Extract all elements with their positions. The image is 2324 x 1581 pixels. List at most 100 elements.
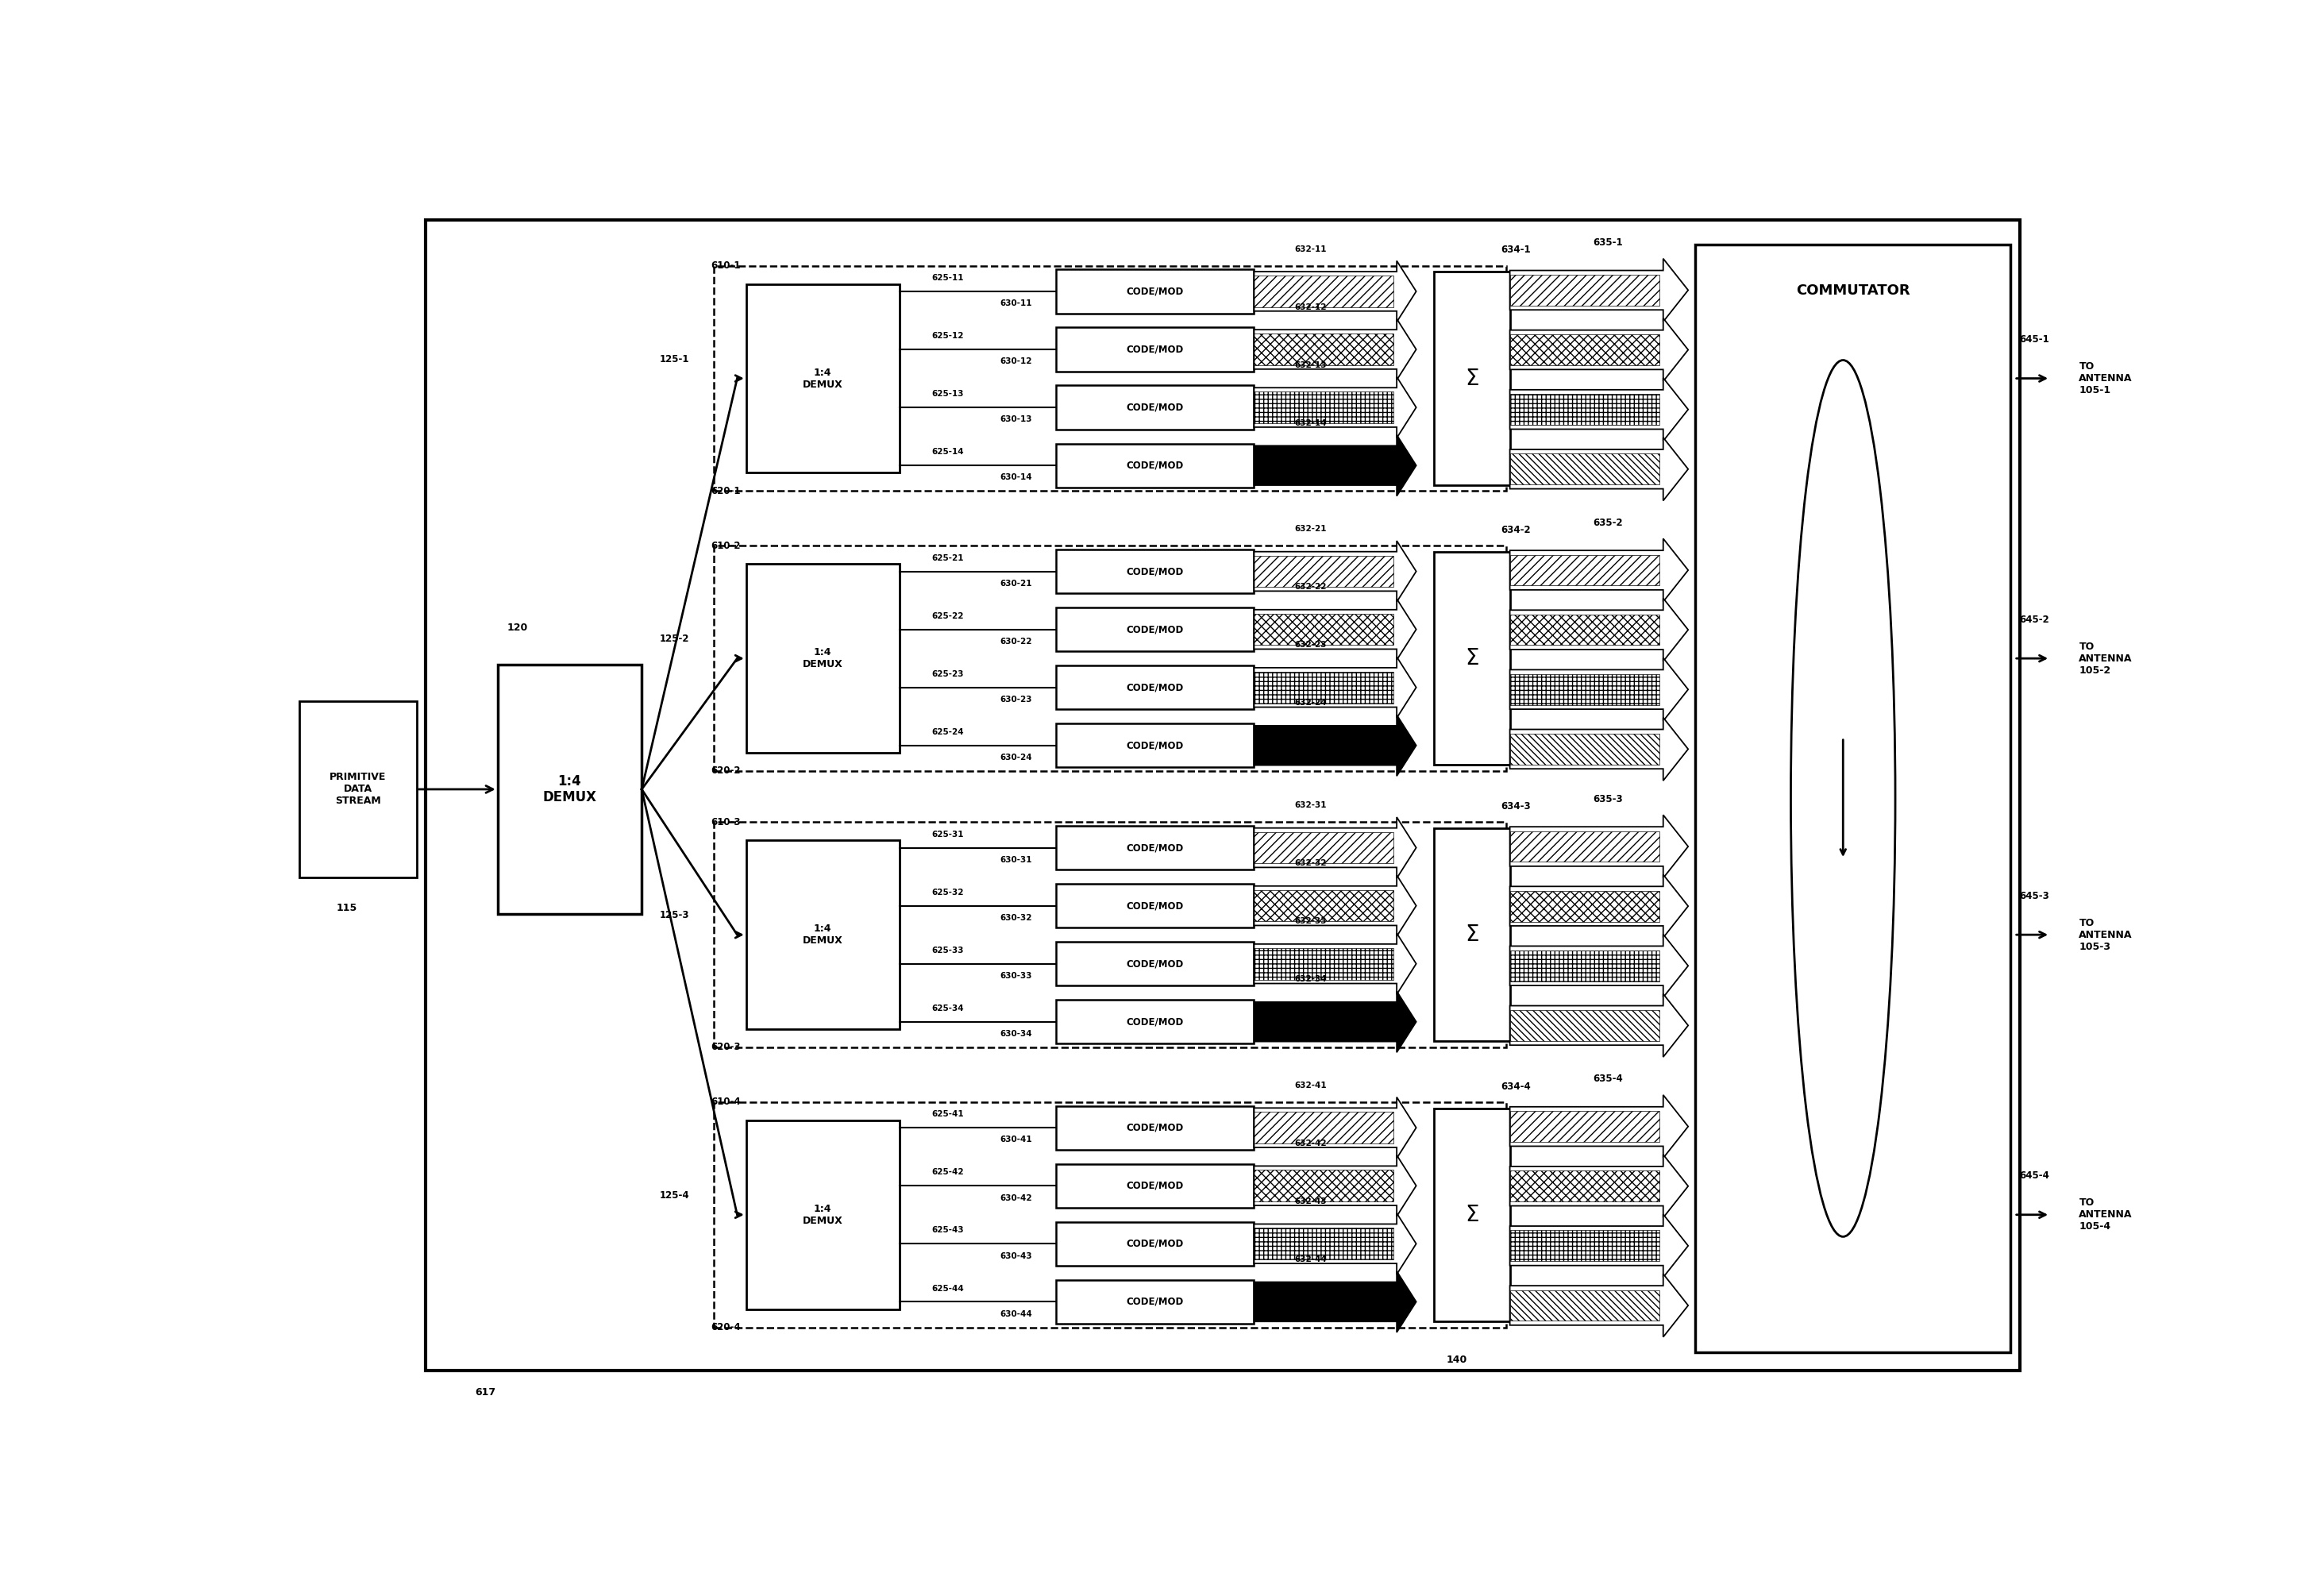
Text: 115: 115 [337,903,358,914]
Text: 632-41: 632-41 [1294,1081,1327,1089]
Text: TO
ANTENNA
105-1: TO ANTENNA 105-1 [2080,362,2133,395]
Bar [1055,269,1255,313]
Text: 645-1: 645-1 [2020,334,2050,345]
Text: 610-2: 610-2 [711,541,741,550]
Bar [1055,386,1255,430]
FancyArrow shape [1255,541,1415,602]
FancyArrow shape [1511,814,1687,877]
Bar [1434,552,1511,765]
Text: 625-43: 625-43 [932,1227,964,1235]
Text: 625-21: 625-21 [932,553,964,561]
Bar [713,822,1506,1047]
Text: 630-13: 630-13 [999,416,1032,424]
Ellipse shape [1792,360,1896,1236]
Text: 632-22: 632-22 [1294,583,1327,591]
Text: CODE/MOD: CODE/MOD [1127,740,1183,751]
Text: 1:4
DEMUX: 1:4 DEMUX [802,647,844,669]
Text: 635-2: 635-2 [1592,517,1622,528]
FancyArrow shape [1511,994,1687,1058]
Text: 125-1: 125-1 [660,354,688,364]
Text: 625-42: 625-42 [932,1168,964,1176]
Bar [1055,666,1255,710]
Bar [1055,825,1255,870]
Bar [1055,1222,1255,1266]
FancyArrow shape [1511,1096,1687,1157]
Text: CODE/MOD: CODE/MOD [1127,843,1183,852]
FancyArrow shape [1255,933,1415,994]
Bar [1055,724,1255,767]
Text: 630-12: 630-12 [999,357,1032,365]
Bar [1055,884,1255,928]
Text: 630-42: 630-42 [999,1194,1032,1202]
Text: 630-22: 630-22 [999,637,1032,645]
FancyArrow shape [1511,378,1687,441]
FancyArrow shape [1255,1156,1415,1216]
Text: 625-24: 625-24 [932,729,964,737]
Text: 625-44: 625-44 [932,1284,964,1292]
Text: 634-1: 634-1 [1501,245,1532,255]
Text: 625-32: 625-32 [932,889,964,896]
FancyArrow shape [1255,817,1415,879]
Bar [1055,327,1255,372]
Text: 610-3: 610-3 [711,817,741,827]
FancyArrow shape [1255,319,1415,379]
Text: 630-24: 630-24 [999,754,1032,762]
Text: 632-11: 632-11 [1294,245,1327,253]
FancyArrow shape [1511,934,1687,998]
Text: CODE/MOD: CODE/MOD [1127,286,1183,297]
Text: 625-33: 625-33 [932,947,964,955]
Text: CODE/MOD: CODE/MOD [1127,1296,1183,1307]
Text: 120: 120 [507,623,528,632]
Text: 620-2: 620-2 [711,765,741,776]
Text: 632-34: 632-34 [1294,975,1327,983]
Text: TO
ANTENNA
105-2: TO ANTENNA 105-2 [2080,642,2133,675]
Text: 634-4: 634-4 [1501,1081,1532,1091]
Text: 625-31: 625-31 [932,830,964,838]
Text: 635-1: 635-1 [1592,237,1622,248]
Text: 630-44: 630-44 [999,1311,1032,1319]
Text: 632-33: 632-33 [1294,917,1327,925]
FancyArrow shape [1511,539,1687,602]
Text: 610-4: 610-4 [711,1097,741,1107]
Text: CODE/MOD: CODE/MOD [1127,1123,1183,1134]
Text: CODE/MOD: CODE/MOD [1127,566,1183,577]
Bar [1055,607,1255,651]
Text: 625-41: 625-41 [932,1110,964,1118]
Text: 625-11: 625-11 [932,274,964,281]
Bar [746,1121,899,1309]
Bar [713,266,1506,492]
Text: 630-31: 630-31 [999,855,1032,863]
FancyArrow shape [1255,715,1415,776]
Bar [713,545,1506,772]
Text: 620-4: 620-4 [711,1322,741,1333]
Text: CODE/MOD: CODE/MOD [1127,683,1183,692]
Text: 630-11: 630-11 [999,299,1032,308]
Text: COMMUTATOR: COMMUTATOR [1796,283,1910,297]
Text: CODE/MOD: CODE/MOD [1127,624,1183,634]
Text: CODE/MOD: CODE/MOD [1127,402,1183,413]
Text: 125-3: 125-3 [660,911,688,920]
Text: 632-23: 632-23 [1294,642,1327,650]
Bar [1434,272,1511,485]
Text: 630-41: 630-41 [999,1135,1032,1143]
Bar [1434,828,1511,1042]
FancyArrow shape [1511,1154,1687,1217]
Text: CODE/MOD: CODE/MOD [1127,1181,1183,1190]
Text: Σ: Σ [1464,1203,1478,1225]
Text: 630-32: 630-32 [999,914,1032,922]
Bar [1697,245,2010,1352]
Text: 630-21: 630-21 [999,580,1032,588]
Bar [1055,999,1255,1043]
Bar [1055,444,1255,487]
Text: 635-3: 635-3 [1592,794,1622,805]
Text: Σ: Σ [1464,647,1478,669]
FancyArrow shape [1511,259,1687,321]
Text: 630-14: 630-14 [999,474,1032,482]
Text: 635-4: 635-4 [1592,1073,1622,1085]
Text: 630-34: 630-34 [999,1029,1032,1039]
Text: 625-34: 625-34 [932,1004,964,1012]
Text: 617: 617 [474,1387,495,1398]
Text: CODE/MOD: CODE/MOD [1127,345,1183,354]
FancyArrow shape [1255,1271,1415,1333]
Bar [300,700,416,877]
